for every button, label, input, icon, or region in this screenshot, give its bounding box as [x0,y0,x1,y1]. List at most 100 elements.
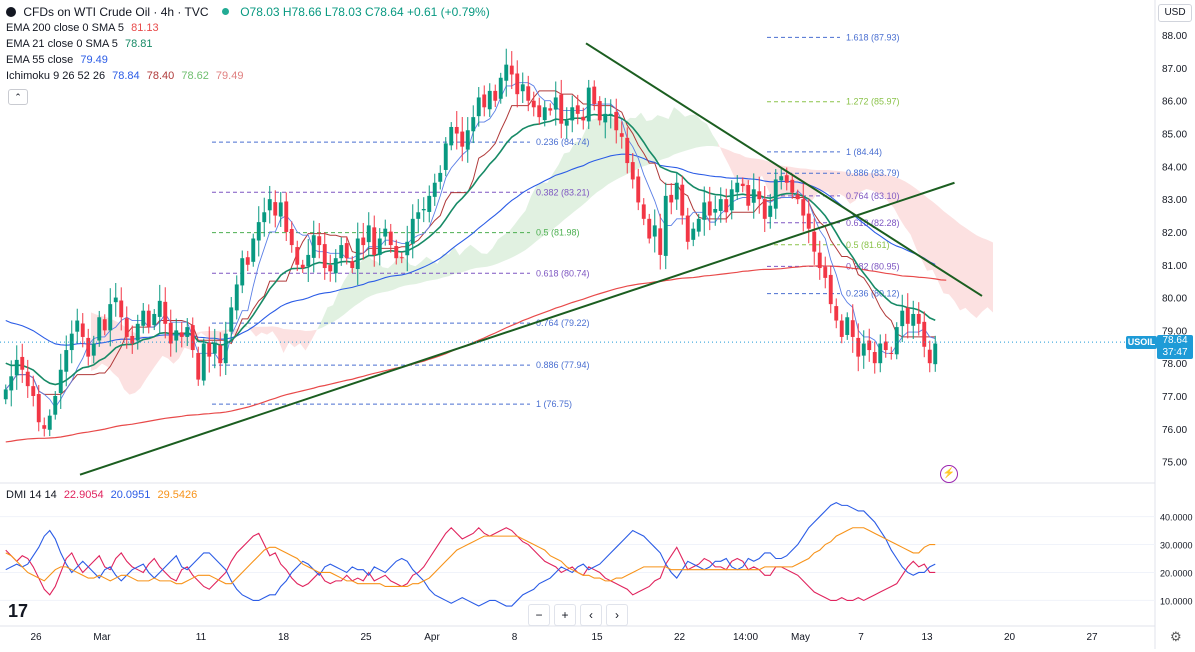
scroll-right-button[interactable]: › [606,604,628,626]
symbol-title[interactable]: CFDs on WTI Crude Oil · 4h · TVC [23,5,209,19]
candle [663,182,668,270]
candle [735,175,740,200]
candle-body [295,247,300,265]
candle-body [75,320,80,332]
candle [597,96,602,126]
cloud-segment [349,262,355,311]
candle-body [531,100,536,108]
candle-body [581,116,586,121]
zoom-out-button[interactable]: − [528,604,550,626]
cloud-segment [712,134,718,147]
cloud-segment [894,176,900,219]
cloud-segment [536,182,542,242]
tradingview-logo-icon[interactable]: 17 [8,601,29,621]
candle-body [218,345,223,364]
cloud-segment [674,107,680,155]
candle-body [53,395,58,415]
indicator-ema21[interactable]: EMA 21 close 0 SMA 5 78.81 [6,36,490,52]
candle-body [328,265,333,272]
candle-body [608,113,613,115]
cloud-segment [432,260,438,281]
candle-body [564,120,569,126]
dmi-legend[interactable]: DMI 14 14 22.9054 20.0951 29.5426 [6,489,197,501]
cloud-segment [652,115,658,164]
candle-body [377,238,382,255]
candle [322,232,327,280]
candle-body [762,199,767,219]
candle [680,175,685,225]
candle [163,287,168,339]
candle-body [509,65,514,75]
candle-body [223,333,228,364]
indicator-ema200[interactable]: EMA 200 close 0 SMA 5 81.13 [6,20,490,36]
candle-body [707,201,712,216]
cloud-segment [448,246,454,277]
cloud-segment [151,336,157,372]
candle-body [779,176,784,181]
gear-icon[interactable]: ⚙ [1170,629,1182,644]
candle [515,60,520,108]
price-tick-label: 77.00 [1162,392,1187,403]
lightning-icon[interactable]: ⚡ [940,465,958,483]
cloud-segment [377,261,383,294]
candle [179,321,184,348]
ichimoku-conversion-line [5,82,936,409]
candle [652,209,657,253]
indicator-ichimoku[interactable]: Ichimoku 9 26 52 26 78.84 78.40 78.62 79… [6,68,490,84]
candle-body [757,191,762,200]
cloud-segment [410,264,416,285]
candle [592,80,597,111]
candle [460,117,465,162]
candle [190,317,195,358]
candle-body [625,137,630,164]
cloud-segment [393,255,399,290]
collapse-legend-button[interactable]: ⌃ [8,89,28,105]
legend-header: CFDs on WTI Crude Oil · 4h · TVC O78.03 … [6,4,490,20]
cloud-segment [553,164,559,230]
cloud-segment [811,169,817,202]
candle-body [311,235,316,258]
candle [240,250,245,294]
scroll-left-button[interactable]: ‹ [580,604,602,626]
cloud-segment [602,115,608,189]
currency-selector[interactable]: USD [1158,4,1192,22]
candle-body [795,194,800,200]
candle-body [278,202,283,217]
candle [25,359,30,398]
candle [575,94,580,125]
candle [300,259,305,273]
candle [520,72,525,104]
time-tick-label: 18 [278,632,290,643]
zoom-in-button[interactable]: + [554,604,576,626]
cloud-segment [723,148,729,166]
cloud-segment [487,248,493,267]
candle-body [432,182,437,197]
candle [388,223,393,253]
cloud-segment [657,115,663,162]
candle [207,326,212,373]
candle-body [680,184,685,216]
cloud-segment [239,323,245,330]
time-tick-label: 15 [591,632,603,643]
candle [900,294,905,343]
candle-body [933,343,938,365]
candle [685,207,690,250]
indicator-ema55[interactable]: EMA 55 close 79.49 [6,52,490,68]
candle [806,199,811,244]
candle [185,318,190,346]
candle [509,51,514,90]
candle [102,314,107,336]
cloud-segment [690,114,696,150]
candle [355,222,360,285]
candle-body [300,264,305,269]
candle-body [839,320,844,337]
candle [229,296,234,343]
candle [487,83,492,117]
cloud-segment [289,329,295,348]
candle [58,353,63,409]
cloud-segment [954,219,960,311]
cloud-segment [300,330,306,351]
candle-body [388,231,393,246]
